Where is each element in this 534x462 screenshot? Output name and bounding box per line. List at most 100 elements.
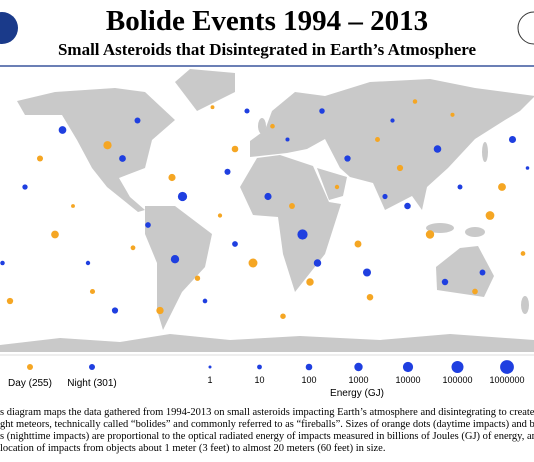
size-legend-label: 100 bbox=[301, 375, 316, 385]
new-zealand bbox=[521, 296, 529, 314]
bolide bbox=[85, 260, 91, 266]
indonesia bbox=[426, 223, 454, 233]
legend-label: Day (255) bbox=[8, 378, 52, 389]
logo-left bbox=[0, 12, 18, 44]
bolide bbox=[202, 298, 208, 304]
bolide bbox=[156, 306, 164, 315]
legend-marker bbox=[27, 364, 33, 370]
bolide bbox=[450, 112, 455, 117]
bolide bbox=[264, 192, 272, 201]
bolide bbox=[22, 184, 28, 190]
bolide bbox=[362, 268, 372, 277]
bolide bbox=[433, 145, 442, 153]
bolide bbox=[375, 137, 380, 142]
asia bbox=[325, 79, 534, 210]
size-legend-marker bbox=[451, 361, 464, 373]
caption: s diagram maps the data gathered from 19… bbox=[0, 407, 534, 454]
bolide bbox=[248, 258, 258, 268]
bolide bbox=[313, 259, 322, 267]
greenland bbox=[175, 69, 235, 111]
bolide bbox=[479, 269, 486, 276]
bolide bbox=[51, 230, 59, 239]
bolide bbox=[210, 105, 215, 110]
bolide bbox=[472, 288, 478, 295]
bolide bbox=[130, 245, 136, 251]
bolide bbox=[280, 313, 286, 319]
size-legend-label: 1 bbox=[207, 375, 212, 385]
bolide bbox=[111, 307, 119, 314]
bolide bbox=[390, 118, 395, 123]
bolide bbox=[170, 255, 180, 264]
bolide bbox=[89, 288, 96, 295]
bolide bbox=[0, 260, 5, 266]
bolide bbox=[119, 155, 126, 162]
legend-label: Night (301) bbox=[67, 378, 116, 389]
size-legend-marker bbox=[500, 360, 514, 374]
bolide bbox=[354, 240, 362, 248]
arabia bbox=[317, 168, 347, 200]
south-america bbox=[145, 206, 212, 330]
bolide bbox=[412, 99, 418, 104]
bolide bbox=[382, 193, 388, 200]
new-guinea bbox=[465, 227, 485, 237]
africa bbox=[240, 155, 341, 292]
bolide bbox=[6, 297, 14, 305]
bolide bbox=[319, 108, 325, 114]
bolide bbox=[297, 229, 308, 240]
bolide bbox=[485, 211, 495, 220]
bolide bbox=[103, 141, 112, 150]
bolide bbox=[306, 278, 314, 286]
bolide bbox=[177, 191, 188, 202]
size-legend-label: 10 bbox=[254, 375, 264, 385]
size-legend-marker bbox=[208, 365, 212, 369]
size-legend-marker bbox=[305, 363, 313, 371]
bolide bbox=[134, 117, 141, 124]
bolide bbox=[520, 251, 526, 256]
bolide bbox=[58, 126, 67, 134]
size-legend-marker bbox=[257, 364, 262, 370]
britain bbox=[258, 118, 266, 134]
bolide bbox=[36, 155, 44, 162]
size-legend-marker bbox=[354, 362, 363, 372]
caption-line: ght meteors, technically called “bolides… bbox=[0, 419, 534, 430]
bolide bbox=[194, 275, 201, 281]
title: Bolide Events 1994 – 2013 bbox=[106, 5, 428, 37]
size-legend-title: Energy (GJ) bbox=[330, 388, 384, 399]
japan bbox=[482, 142, 488, 162]
caption-line: s diagram maps the data gathered from 19… bbox=[0, 407, 534, 418]
bolide bbox=[508, 135, 517, 144]
bolide bbox=[498, 183, 506, 191]
subtitle: Small Asteroids that Disintegrated in Ea… bbox=[58, 40, 477, 59]
bolide bbox=[168, 173, 176, 182]
australia bbox=[436, 246, 494, 297]
caption-line: location of impacts from objects about 1… bbox=[0, 443, 385, 454]
bolide bbox=[244, 108, 250, 114]
bolide bbox=[525, 166, 530, 170]
size-legend-label: 1000 bbox=[348, 375, 368, 385]
bolide bbox=[270, 123, 275, 129]
size-legend-label: 10000 bbox=[395, 375, 420, 385]
logo-right bbox=[517, 11, 534, 45]
size-legend-label: 1000000 bbox=[489, 375, 524, 385]
europe bbox=[250, 92, 325, 157]
bolide bbox=[396, 164, 404, 172]
bolide bbox=[231, 145, 239, 153]
bolide bbox=[334, 184, 340, 190]
bolide bbox=[441, 278, 449, 286]
bolide bbox=[404, 202, 411, 210]
size-legend-label: 100000 bbox=[442, 375, 472, 385]
size-legend-marker bbox=[402, 361, 414, 373]
antarctica bbox=[0, 334, 534, 352]
bolide bbox=[366, 293, 374, 301]
bolide bbox=[224, 168, 231, 175]
bolide bbox=[457, 184, 463, 190]
legend-marker bbox=[89, 364, 95, 370]
bolide bbox=[289, 203, 295, 209]
bolide bbox=[145, 222, 151, 228]
bolide bbox=[425, 230, 435, 239]
bolide bbox=[344, 155, 351, 162]
caption-line: s (nighttime impacts) are proportional t… bbox=[0, 431, 534, 442]
